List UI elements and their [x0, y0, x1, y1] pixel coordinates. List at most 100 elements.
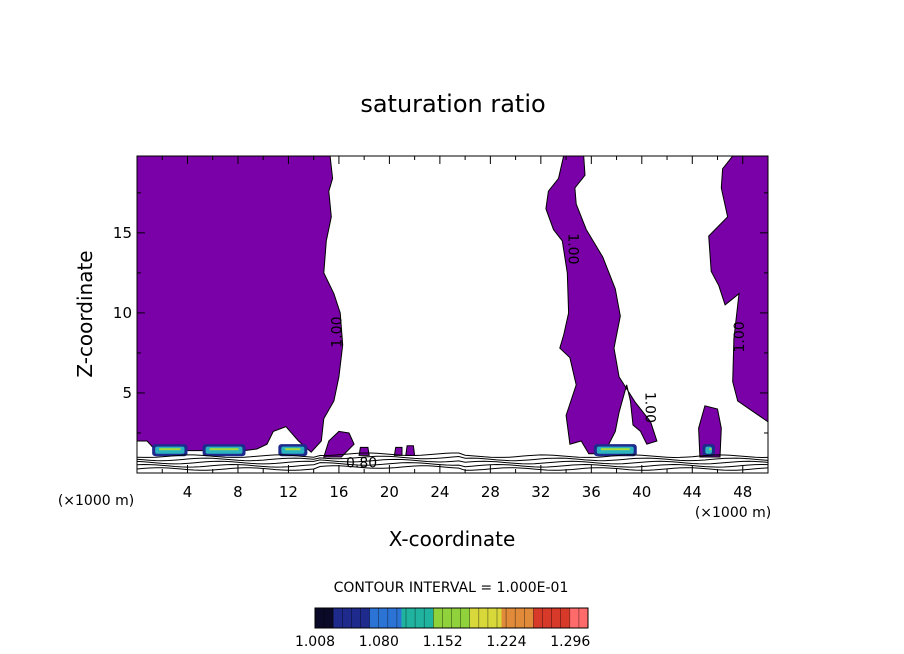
high-saturation-core [281, 446, 305, 454]
x-unit-label: (×1000 m) [695, 505, 771, 521]
colorbar-cell [396, 608, 402, 628]
colorbar-cell [360, 608, 366, 628]
colorbar-tick-label: 1.152 [423, 634, 463, 650]
colorbar-cell [515, 608, 521, 628]
x-tick-label: 4 [183, 483, 193, 501]
x-tick-label: 12 [279, 483, 298, 501]
y-unit-label: (×1000 m) [58, 493, 134, 509]
x-tick-label: 32 [531, 483, 550, 501]
colorbar-cell [556, 608, 562, 628]
x-tick-label: 36 [582, 483, 601, 501]
colorbar-cell [460, 608, 466, 628]
colorbar-cell [574, 608, 580, 628]
colorbar-cell [501, 608, 507, 628]
colorbar-cell [565, 608, 571, 628]
colorbar-tick-label: 1.224 [486, 634, 526, 650]
colorbar-cell [519, 608, 525, 628]
colorbar-cell [497, 608, 503, 628]
x-axis-label: X-coordinate [389, 527, 516, 551]
colorbar-cell [337, 608, 343, 628]
colorbar-cell [510, 608, 516, 628]
colorbar-cell [355, 608, 361, 628]
saturated-cell [393, 446, 403, 456]
x-tick-label: 24 [430, 483, 449, 501]
colorbar-cell [365, 608, 371, 628]
saturated-central [545, 155, 658, 455]
colorbar-cell [374, 608, 380, 628]
colorbar-cell [456, 608, 462, 628]
colorbar-cell [506, 608, 512, 628]
colorbar-cell [333, 608, 339, 628]
colorbar-cell [428, 608, 434, 628]
y-tick-label: 5 [122, 384, 132, 402]
saturated-cell [358, 446, 370, 456]
colorbar-cell [328, 608, 334, 628]
plot-area: 1.00 1.00 1.00 1.00 0.80 [136, 155, 769, 474]
contour-line [136, 455, 769, 462]
high-saturation-peak [285, 448, 301, 451]
high-saturation-peak [709, 448, 712, 451]
saturated-cell [405, 445, 416, 456]
colorbar-cell [378, 608, 384, 628]
colorbar-cell [419, 608, 425, 628]
colorbar-cell [569, 608, 575, 628]
colorbar-cell [410, 608, 416, 628]
colorbar-cell [424, 608, 430, 628]
colorbar-cell [442, 608, 448, 628]
colorbar-cell [483, 608, 489, 628]
saturated-cell [323, 430, 355, 458]
saturated-cell [698, 405, 722, 458]
colorbar-cell [437, 608, 443, 628]
x-tick-label: 48 [733, 483, 752, 501]
colorbar-cell [542, 608, 548, 628]
colorbar-cell [315, 608, 321, 628]
colorbar-cell [492, 608, 498, 628]
x-ticks: 4 8 12 16 20 24 28 32 36 40 44 48 [161, 156, 769, 501]
contour-label: 0.80 [346, 455, 377, 471]
colorbar-cell [578, 608, 584, 628]
colorbar-cell [351, 608, 357, 628]
colorbar-tick-label: 1.296 [550, 634, 590, 650]
colorbar-tick-label: 1.008 [295, 634, 335, 650]
y-tick-label: 10 [113, 304, 132, 322]
colorbar-cell [465, 608, 471, 628]
y-axis-label: Z-coordinate [73, 250, 97, 377]
colorbar-cell [551, 608, 557, 628]
colorbar-cell [387, 608, 393, 628]
colorbar-cell [383, 608, 389, 628]
y-tick-label: 15 [113, 224, 132, 242]
x-tick-label: 16 [329, 483, 348, 501]
x-tick-label: 8 [233, 483, 243, 501]
colorbar-cell [478, 608, 484, 628]
colorbar: 1.008 1.080 1.152 1.224 1.296 [295, 607, 590, 650]
high-saturation-core [596, 446, 634, 454]
colorbar-cell [433, 608, 439, 628]
colorbar-cell [319, 608, 325, 628]
high-saturation-core [205, 446, 243, 454]
colorbar-frame [314, 607, 589, 629]
colorbar-cell [415, 608, 421, 628]
chart-title: saturation ratio [360, 90, 545, 118]
high-saturation-peak [209, 448, 239, 451]
colorbar-cell [342, 608, 348, 628]
colorbar-cell [487, 608, 493, 628]
contour-line [136, 452, 769, 459]
x-tick-label: 40 [632, 483, 651, 501]
colorbar-cell [583, 608, 589, 628]
colorbar-cell [446, 608, 452, 628]
contour-line [136, 458, 769, 465]
x-tick-label: 28 [481, 483, 500, 501]
colorbar-cell [537, 608, 543, 628]
colorbar-cell [451, 608, 457, 628]
colorbar-cell [346, 608, 352, 628]
saturated-west [136, 155, 344, 453]
colorbar-cell [406, 608, 412, 628]
contour-label: 1.00 [330, 317, 346, 348]
colorbar-cell [560, 608, 566, 628]
colorbar-cell [533, 608, 539, 628]
colorbar-cell [324, 608, 330, 628]
colorbar-cell [528, 608, 534, 628]
contour-label: 1.00 [732, 321, 748, 352]
contour-label: 1.00 [641, 392, 657, 423]
colorbar-cell [401, 608, 407, 628]
